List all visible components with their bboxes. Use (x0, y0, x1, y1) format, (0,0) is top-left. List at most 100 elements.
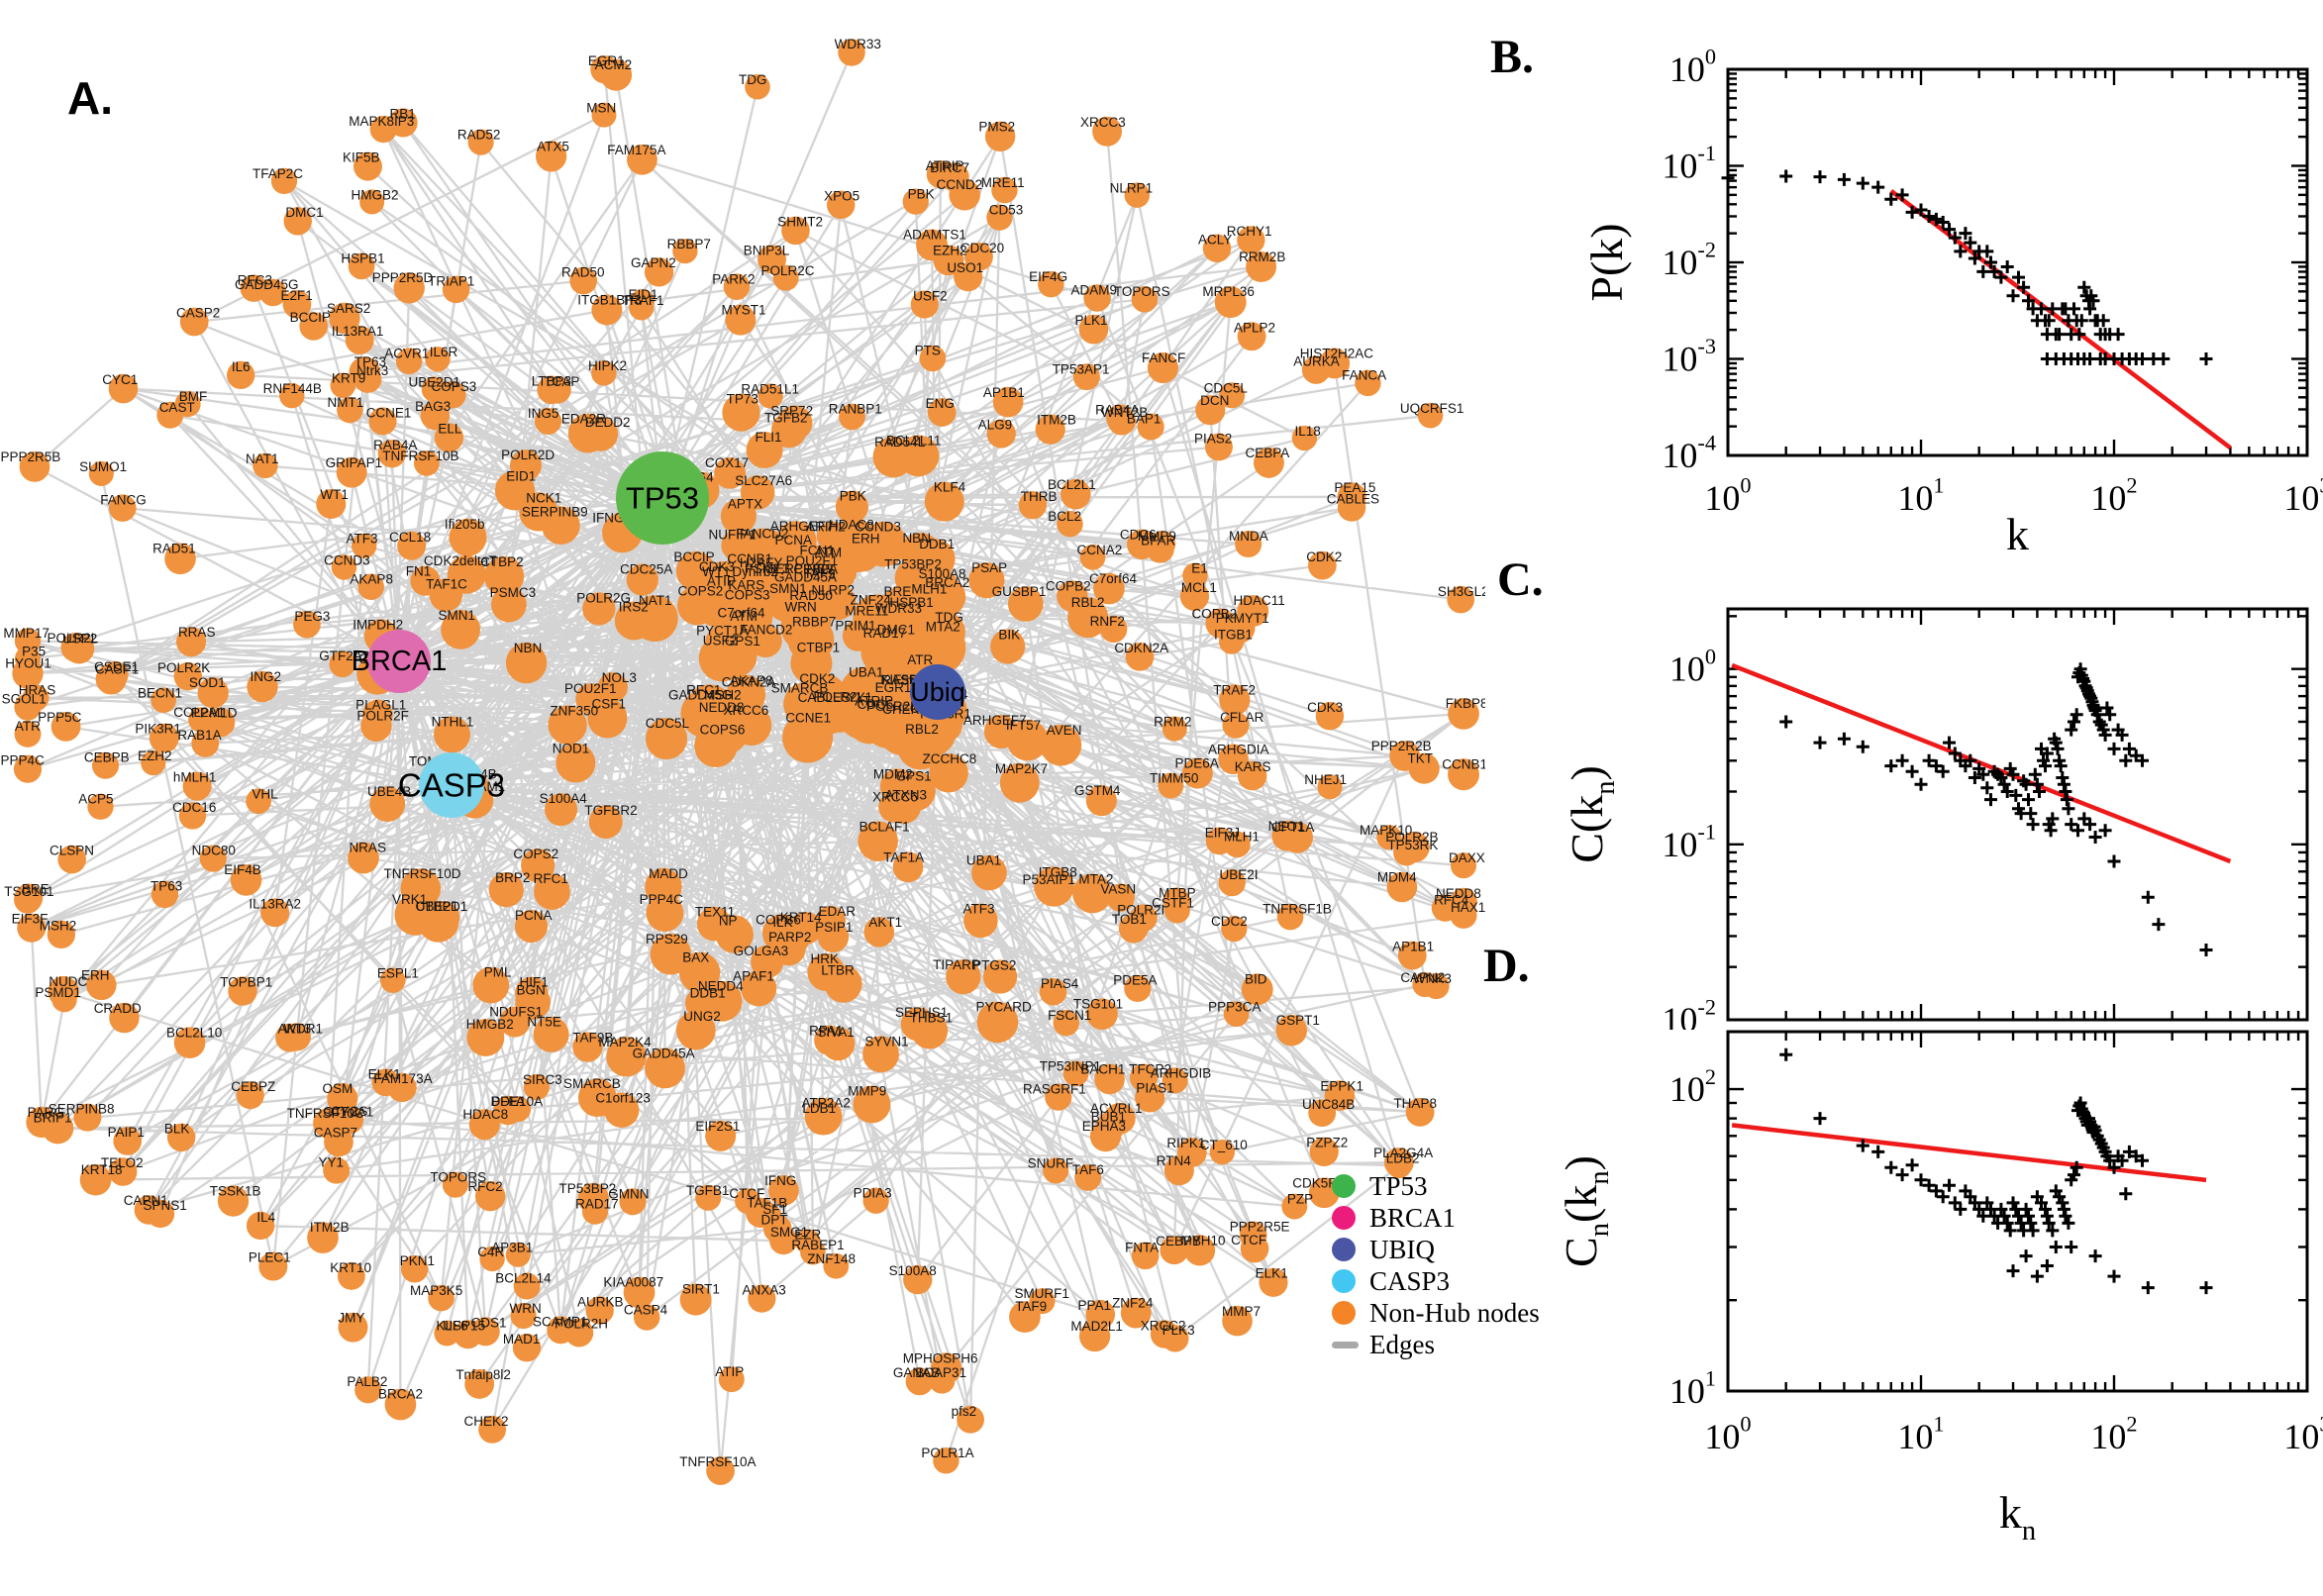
gene-label: PKN1 (400, 1253, 435, 1268)
gene-label: FLI1 (755, 430, 781, 445)
gene-label: PPP4C (640, 892, 684, 907)
non-hub-node (377, 440, 407, 468)
node-swatch-icon (1332, 1269, 1356, 1293)
gene-label: CAPN2 (1400, 970, 1445, 985)
edge-swatch-icon (1332, 1341, 1359, 1348)
non-hub-node (352, 533, 377, 558)
gene-label: CDC2 (1211, 914, 1248, 929)
non-hub-node (395, 348, 423, 374)
gene-label: WRN (509, 1301, 541, 1316)
non-hub-node (260, 898, 290, 928)
non-hub-node (14, 885, 42, 914)
non-hub-node (1007, 586, 1044, 622)
gene-label: FN1 (406, 564, 432, 579)
non-hub-node (338, 1312, 368, 1343)
non-hub-node (577, 1078, 617, 1118)
gene-label: WDR33 (875, 601, 922, 616)
gene-label: RTN4 (1157, 1153, 1192, 1168)
non-hub-node (644, 257, 674, 287)
gene-label: FANCD2 (736, 527, 788, 542)
non-hub-node (108, 373, 139, 404)
gene-label: SPNS1 (144, 1198, 187, 1213)
non-hub-node (1222, 1305, 1253, 1337)
gene-label: KLF4 (934, 480, 966, 495)
gene-label: PSAP (971, 560, 1007, 575)
gene-label: WRN (784, 600, 816, 615)
x-tick-label: 100 (1704, 473, 1751, 518)
plot-frame (1726, 1030, 2309, 1393)
non-hub-node (247, 670, 278, 703)
non-hub-node (345, 325, 374, 354)
gene-label: BRCA2 (925, 575, 969, 590)
non-hub-node (957, 1405, 984, 1434)
non-hub-node (279, 382, 305, 409)
non-hub-node (397, 531, 427, 560)
data-points (1779, 1047, 2213, 1295)
non-hub-node (684, 987, 717, 1019)
gene-label: MYH10 (1180, 1233, 1225, 1247)
gene-label: GADD45G (668, 688, 733, 703)
y-axis-label: C(kn) (1562, 765, 1621, 863)
non-hub-node (930, 1352, 962, 1384)
non-hub-node (468, 1109, 500, 1141)
fit-line (1889, 189, 2232, 450)
non-hub-node (591, 294, 623, 326)
x-tick-label: 100 (1704, 1412, 1751, 1456)
legend-label: CASP3 (1369, 1265, 1451, 1296)
gene-label: RAD54L (874, 435, 926, 449)
non-hub-node (151, 687, 176, 714)
gene-label: UBE2D1 (416, 899, 468, 914)
non-hub-node (1162, 1067, 1188, 1094)
non-hub-node (685, 684, 734, 733)
gene-label: CDK2deltaT (424, 553, 497, 568)
gene-label: MMP7 (1222, 1304, 1261, 1319)
gene-label: XRCC6 (724, 703, 769, 718)
gene-label: ALG9 (978, 417, 1013, 432)
gene-label: PKMYT1 (1216, 611, 1269, 626)
gene-label: MSH2 (40, 919, 77, 934)
gene-label: CEBPZ (231, 1079, 275, 1094)
gene-label: ATRIP (855, 694, 893, 709)
gene-label: GPS1 (896, 769, 932, 784)
gene-label: TAF9B (572, 1030, 613, 1045)
non-hub-node (1237, 322, 1266, 351)
gene-label: RAD17 (575, 1197, 619, 1212)
gene-label: GUSBP1 (992, 584, 1047, 599)
non-hub-node (442, 275, 470, 304)
non-hub-node (149, 723, 179, 753)
gene-label: CAPN1 (124, 1193, 168, 1208)
gene-label: CPT1A (1271, 820, 1315, 835)
gene-label: UQCRFS1 (1400, 401, 1464, 416)
gene-label: MDM2 (873, 766, 913, 781)
gene-label: PYCT1A (696, 624, 749, 639)
non-hub-node (1218, 382, 1246, 409)
non-hub-node (474, 1180, 506, 1212)
gene-label: EZR (794, 1227, 821, 1242)
gene-label: CEBPB (84, 750, 130, 765)
non-hub-node (368, 407, 397, 436)
gene-label: CDK2 (1306, 549, 1342, 564)
gene-label: TP63 (151, 879, 182, 894)
gene-label: NUDC (49, 974, 87, 989)
non-hub-node (1085, 785, 1117, 817)
non-hub-node (379, 967, 406, 993)
gene-label: ELK1 (1256, 1266, 1288, 1281)
gene-label: COX17 (705, 455, 749, 470)
non-hub-node (1162, 716, 1187, 742)
gene-label: RAD50 (561, 265, 605, 280)
non-hub-node (1150, 1320, 1179, 1348)
gene-label: COPS2 (513, 847, 558, 861)
non-hub-node (282, 289, 312, 319)
gene-label: IL6R (430, 345, 458, 359)
non-hub-node (472, 966, 510, 1004)
gene-label: CHEK2 (463, 1414, 508, 1429)
non-hub-node (1398, 831, 1430, 863)
non-hub-node (514, 909, 549, 944)
non-hub-node (478, 1415, 507, 1444)
x-axis-label: kn (1999, 1487, 2036, 1546)
non-hub-node (820, 584, 857, 621)
gene-label: ACVRL1 (1090, 1101, 1143, 1116)
gene-label: SLC27A6 (735, 473, 792, 488)
non-hub-node (199, 845, 227, 872)
legend-label: TP53 (1369, 1170, 1428, 1201)
